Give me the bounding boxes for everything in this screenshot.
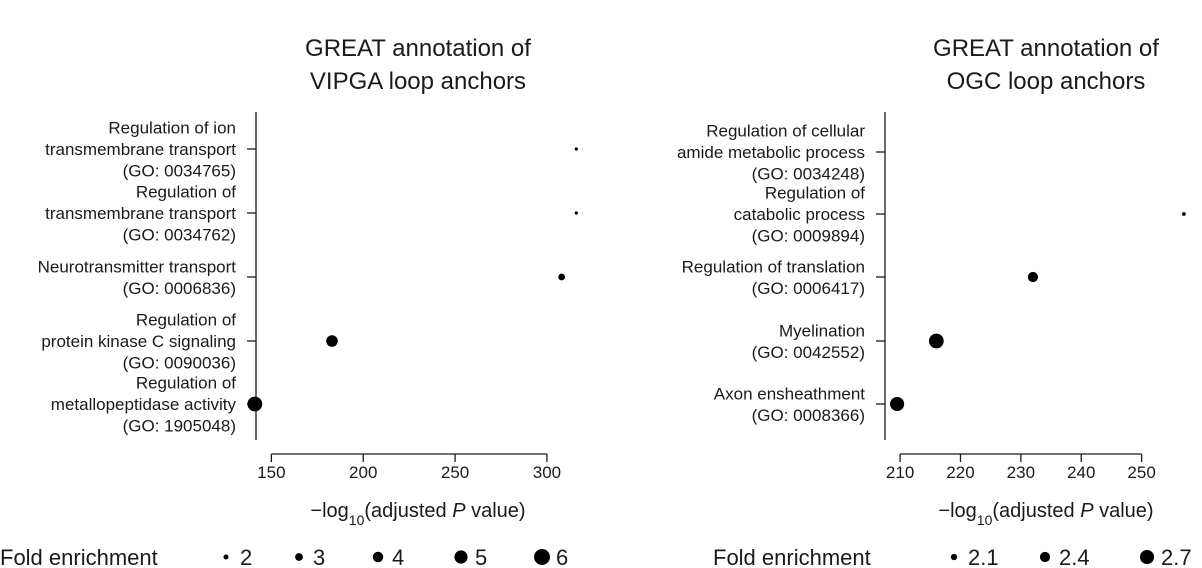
category-label: metallopeptidase activity: [51, 395, 237, 414]
category-label: (GO: 0042552): [752, 343, 865, 362]
legend-marker: [295, 553, 303, 561]
category-label: Axon ensheathment: [714, 384, 865, 403]
category-label: catabolic process: [734, 205, 865, 224]
data-point: [326, 335, 338, 347]
category-label: Regulation of cellular: [706, 122, 865, 141]
legend-title: Fold enrichment: [0, 545, 158, 568]
x-tick-label: 250: [441, 463, 469, 482]
x-tick-label: 300: [533, 463, 561, 482]
category-label: (GO: 0034765): [123, 162, 236, 181]
legend-label: 2.1: [968, 545, 999, 568]
x-axis-label-part: 10: [977, 512, 993, 528]
category-label: (GO: 0008366): [752, 406, 865, 425]
legend: Fold enrichment 2 3 4 5 6: [0, 545, 568, 568]
category-label: (GO: 0009894): [752, 227, 865, 246]
category-label: Regulation of ion: [108, 119, 236, 138]
legend-marker: [372, 551, 384, 563]
x-axis-label-part: P: [452, 500, 466, 522]
x-tick-label: 150: [257, 463, 285, 482]
category-label: Regulation of: [136, 311, 236, 330]
legend-label: 5: [475, 545, 487, 568]
legend-marker: [454, 550, 468, 564]
x-axis-label: −log10(adjusted P value): [310, 500, 525, 528]
x-axis-label-part: P: [1080, 500, 1094, 522]
panel-2: GREAT annotation of OGC loop anchors Regul…: [677, 35, 1192, 568]
chart-title-line: OGC loop anchors: [947, 68, 1146, 95]
x-tick-label: 200: [349, 463, 377, 482]
x-tick-label: 240: [1067, 463, 1095, 482]
category-label: (GO: 1905048): [123, 417, 236, 436]
category-label: Regulation of: [136, 183, 236, 202]
legend-label: 2.4: [1059, 545, 1090, 568]
category-label: protein kinase C signaling: [41, 332, 236, 351]
legend: Fold enrichment 2.1 2.4 2.7: [713, 545, 1192, 568]
chart-title-line: VIPGA loop anchors: [310, 68, 526, 95]
x-axis-label-part: −log: [310, 500, 348, 522]
legend-label: 2: [240, 545, 252, 568]
category-label: Regulation of translation: [682, 257, 865, 276]
x-axis-label-part: value): [466, 500, 526, 522]
category-label: amide metabolic process: [677, 143, 865, 162]
category-label: (GO: 0006417): [752, 279, 865, 298]
x-tick-label: 210: [886, 463, 914, 482]
category-label: (GO: 0006836): [123, 279, 236, 298]
legend-title: Fold enrichment: [713, 545, 871, 568]
x-axis-label-part: (adjusted: [992, 500, 1080, 522]
legend-marker: [534, 549, 550, 565]
legend-label: 6: [556, 545, 568, 568]
x-axis-label-part: (adjusted: [364, 500, 452, 522]
data-point: [574, 211, 578, 215]
x-tick-label: 230: [1007, 463, 1035, 482]
data-point: [574, 147, 578, 151]
data-point: [928, 333, 944, 349]
legend-marker: [1139, 549, 1155, 565]
data-point: [1182, 212, 1186, 216]
legend-marker: [223, 554, 229, 560]
chart-title-line: GREAT annotation of: [305, 35, 531, 62]
category-label: Neurotransmitter transport: [38, 257, 237, 276]
category-label: (GO: 0034248): [752, 165, 865, 184]
legend-marker: [1039, 551, 1051, 563]
data-point: [247, 396, 263, 412]
category-label: transmembrane transport: [45, 140, 236, 159]
category-label: Regulation of: [136, 374, 236, 393]
data-point: [558, 273, 565, 281]
x-axis-label-part: −log: [938, 500, 976, 522]
category-label: Myelination: [779, 321, 865, 340]
x-axis-label-part: 10: [349, 512, 365, 528]
data-point: [890, 396, 905, 412]
chart-title-line: GREAT annotation of: [933, 35, 1159, 62]
category-label: (GO: 0090036): [123, 354, 236, 373]
category-label: Regulation of: [765, 184, 865, 203]
x-axis-label: −log10(adjusted P value): [938, 500, 1153, 528]
legend-label: 2.7: [1161, 545, 1192, 568]
legend-label: 4: [392, 545, 404, 568]
legend-marker: [950, 553, 958, 561]
panel-1: GREAT annotation of VIPGA loop anchors Reg…: [0, 35, 578, 568]
x-axis-label-part: value): [1094, 500, 1154, 522]
legend-label: 3: [313, 545, 325, 568]
category-label: transmembrane transport: [45, 204, 236, 223]
data-point: [1027, 271, 1039, 283]
x-tick-label: 220: [946, 463, 974, 482]
category-label: (GO: 0034762): [123, 226, 236, 245]
x-tick-label: 250: [1127, 463, 1155, 482]
